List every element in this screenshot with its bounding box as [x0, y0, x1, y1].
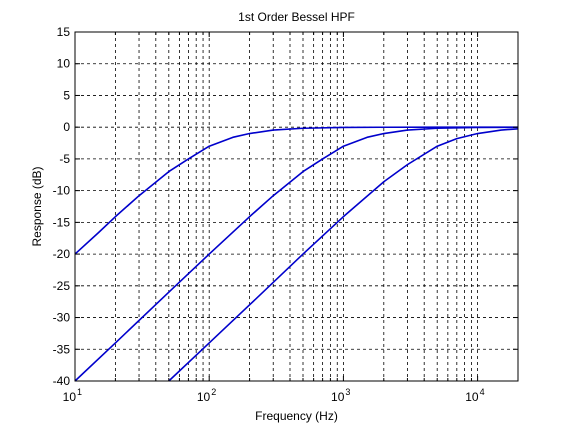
x-tick-label-base: 10: [465, 390, 479, 404]
y-tick-label: -5: [59, 152, 70, 166]
series-line-3: [168, 128, 519, 382]
y-tick-labels: 15 10 5 0 -5 -10 -15 -20 -25 -30 -35 -40: [53, 25, 71, 388]
y-tick-label: -15: [53, 215, 71, 229]
x-tick-label-exponent: 3: [345, 387, 350, 397]
chart-title: 1st Order Bessel HPF: [238, 10, 355, 24]
y-tick-label: -10: [53, 184, 71, 198]
x-tick-label-base: 10: [63, 390, 77, 404]
grid-lines: [75, 32, 518, 381]
x-tick-label: 10 4: [465, 387, 484, 404]
y-tick-label: 15: [57, 25, 71, 39]
x-axis-label: Frequency (Hz): [255, 409, 338, 423]
y-tick-label: -30: [53, 311, 71, 325]
y-tick-label: -20: [53, 247, 71, 261]
y-tick-label: 5: [63, 88, 70, 102]
x-tick-label-exponent: 4: [480, 387, 485, 397]
x-tick-label-exponent: 1: [77, 387, 82, 397]
y-tick-label: -35: [53, 342, 71, 356]
series-line-2: [74, 126, 519, 382]
x-tick-label: 10 3: [331, 387, 350, 404]
y-tick-label: 10: [57, 57, 71, 71]
y-tick-label: -25: [53, 279, 71, 293]
x-tick-labels: 10 1 10 2 10 3 10 4: [63, 387, 485, 404]
series-lines: [74, 126, 519, 382]
plot-frame: [74, 31, 519, 382]
tick-marks: [75, 31, 518, 382]
x-tick-label-base: 10: [197, 390, 211, 404]
y-tick-label: 0: [63, 120, 70, 134]
x-tick-label-exponent: 2: [211, 387, 216, 397]
x-tick-label-base: 10: [331, 390, 345, 404]
y-tick-label: -40: [53, 374, 71, 388]
x-tick-label: 10 1: [63, 387, 82, 404]
series-line-1: [74, 126, 518, 255]
y-axis-label: Response (dB): [30, 166, 44, 246]
x-tick-label: 10 2: [197, 387, 216, 404]
